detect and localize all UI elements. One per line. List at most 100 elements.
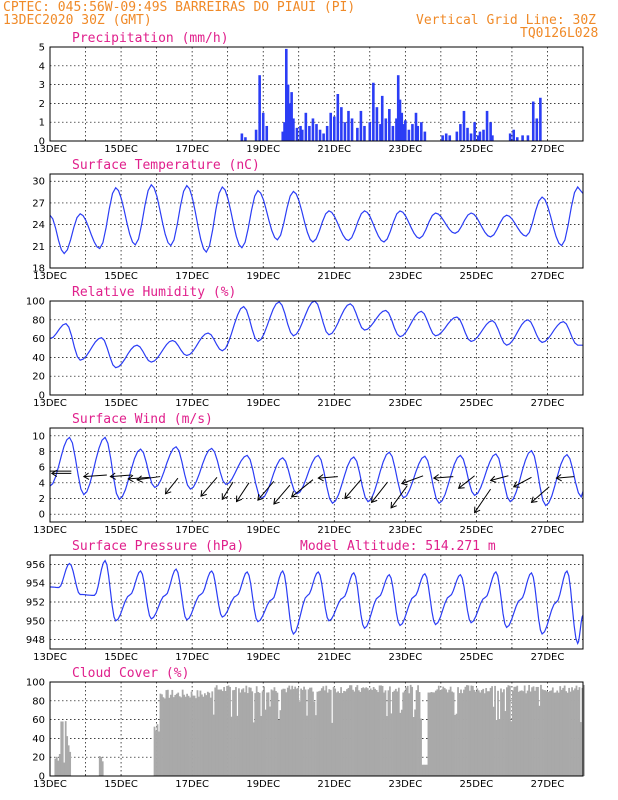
cloud-bar bbox=[183, 694, 186, 776]
cloud-bar bbox=[498, 718, 501, 776]
precip-bar bbox=[466, 127, 469, 141]
x-tick-label: 23DEC bbox=[388, 271, 422, 282]
cloud-bar bbox=[371, 689, 374, 776]
y-tick-label: 950 bbox=[26, 616, 45, 627]
x-tick-label: 27DEC bbox=[531, 398, 565, 409]
y-tick-label: 952 bbox=[26, 598, 45, 609]
cloud-bar bbox=[535, 686, 538, 776]
cloud-bar bbox=[575, 685, 578, 776]
panel-title: Surface Wind (m/s) bbox=[72, 412, 213, 427]
wind-arrow-head bbox=[317, 474, 324, 482]
cloud-bar bbox=[280, 689, 283, 776]
cloud-bar bbox=[223, 686, 226, 776]
precip-bar bbox=[290, 92, 293, 141]
cloud-bar bbox=[389, 686, 391, 776]
wind-arrow-head bbox=[512, 481, 520, 488]
cloud-bar bbox=[556, 690, 559, 776]
cloud-bar bbox=[458, 693, 461, 776]
cloud-bar bbox=[406, 685, 409, 776]
wind-arrow-head bbox=[127, 474, 134, 483]
y-tick-label: 21 bbox=[32, 242, 45, 253]
y-tick-label: 2 bbox=[39, 494, 45, 505]
cloud-bar bbox=[418, 692, 421, 776]
cloud-bar bbox=[292, 689, 295, 776]
cloud-bar bbox=[235, 687, 237, 776]
wind-arrow bbox=[371, 481, 388, 503]
cloud-bar bbox=[211, 691, 214, 776]
cloud-bar bbox=[168, 697, 171, 776]
cloud-bar bbox=[286, 687, 289, 776]
cloud-bar bbox=[451, 691, 454, 776]
x-tick-label: 25DEC bbox=[460, 144, 494, 155]
x-tick-label: 15DEC bbox=[104, 779, 138, 790]
cloud-bar bbox=[396, 691, 399, 776]
cloud-bar bbox=[172, 697, 175, 776]
cloud-bar bbox=[551, 687, 554, 776]
cloud-bar bbox=[466, 685, 468, 776]
cloud-bar bbox=[386, 716, 388, 776]
cloud-bar bbox=[230, 716, 233, 776]
cloud-bar bbox=[164, 698, 166, 776]
panel-title: Cloud Cover (%) bbox=[72, 666, 189, 681]
wind-arrow bbox=[165, 477, 179, 495]
cloud-bar bbox=[258, 692, 261, 776]
cloud-bar bbox=[329, 689, 332, 776]
wind-arrow-head bbox=[457, 482, 465, 489]
cloud-bar bbox=[301, 689, 304, 776]
panel-title: Surface Temperature (nC) bbox=[72, 158, 260, 173]
wind-arrow-head bbox=[371, 496, 378, 504]
x-tick-label: 13DEC bbox=[33, 398, 67, 409]
panel-subtitle: Model Altitude: 514.271 m bbox=[300, 539, 496, 554]
wind-arrow-head bbox=[109, 472, 116, 480]
precip-bar bbox=[380, 95, 384, 141]
cloud-bar bbox=[227, 685, 230, 776]
precip-bar bbox=[414, 112, 418, 141]
cloud-bar bbox=[365, 687, 368, 776]
cloud-bar bbox=[306, 715, 308, 776]
cloud-bar bbox=[479, 692, 482, 776]
cloud-bar bbox=[209, 697, 212, 776]
cloud-bar bbox=[436, 689, 439, 776]
cloud-bar bbox=[522, 691, 525, 776]
x-tick-label: 17DEC bbox=[175, 652, 209, 663]
cloud-bar bbox=[198, 696, 200, 776]
cloud-bar bbox=[276, 692, 279, 776]
x-tick-label: 17DEC bbox=[175, 525, 209, 536]
y-tick-label: 80 bbox=[32, 696, 45, 707]
y-tick-label: 40 bbox=[32, 353, 45, 364]
y-tick-label: 18 bbox=[32, 264, 45, 275]
cloud-bar bbox=[356, 685, 359, 776]
y-tick-label: 24 bbox=[32, 220, 45, 231]
cloud-bar bbox=[501, 692, 504, 776]
cloud-bar bbox=[238, 688, 240, 776]
cloud-bar bbox=[171, 689, 174, 776]
cloud-bar bbox=[415, 690, 418, 776]
x-tick-label: 13DEC bbox=[33, 525, 67, 536]
x-tick-label: 21DEC bbox=[317, 271, 351, 282]
cloud-bar bbox=[310, 687, 313, 776]
x-tick-label: 21DEC bbox=[317, 398, 351, 409]
cloud-bar bbox=[563, 685, 566, 776]
cloud-bar bbox=[242, 688, 245, 776]
cloud-bar bbox=[332, 687, 335, 776]
cloud-bar bbox=[569, 691, 572, 776]
precip-bar bbox=[491, 135, 494, 141]
precip-bar bbox=[261, 112, 265, 141]
cloud-bar bbox=[452, 692, 455, 776]
cloud-bar bbox=[525, 693, 528, 776]
cloud-bar bbox=[218, 689, 221, 776]
y-tick-label: 60 bbox=[32, 334, 45, 345]
cloud-bar bbox=[381, 685, 384, 776]
cloud-bar bbox=[508, 685, 511, 776]
precip-bar bbox=[407, 129, 411, 141]
cloud-bar bbox=[294, 686, 297, 776]
cloud-bar bbox=[368, 690, 371, 776]
cloud-bar bbox=[460, 689, 462, 776]
cloud-bar bbox=[374, 688, 377, 776]
cloud-bar bbox=[279, 710, 282, 776]
cloud-bar bbox=[278, 719, 280, 776]
y-tick-label: 0 bbox=[39, 391, 45, 402]
panel-frame bbox=[49, 173, 584, 269]
wind-arrow-head bbox=[290, 491, 298, 498]
precip-bar bbox=[322, 133, 325, 141]
